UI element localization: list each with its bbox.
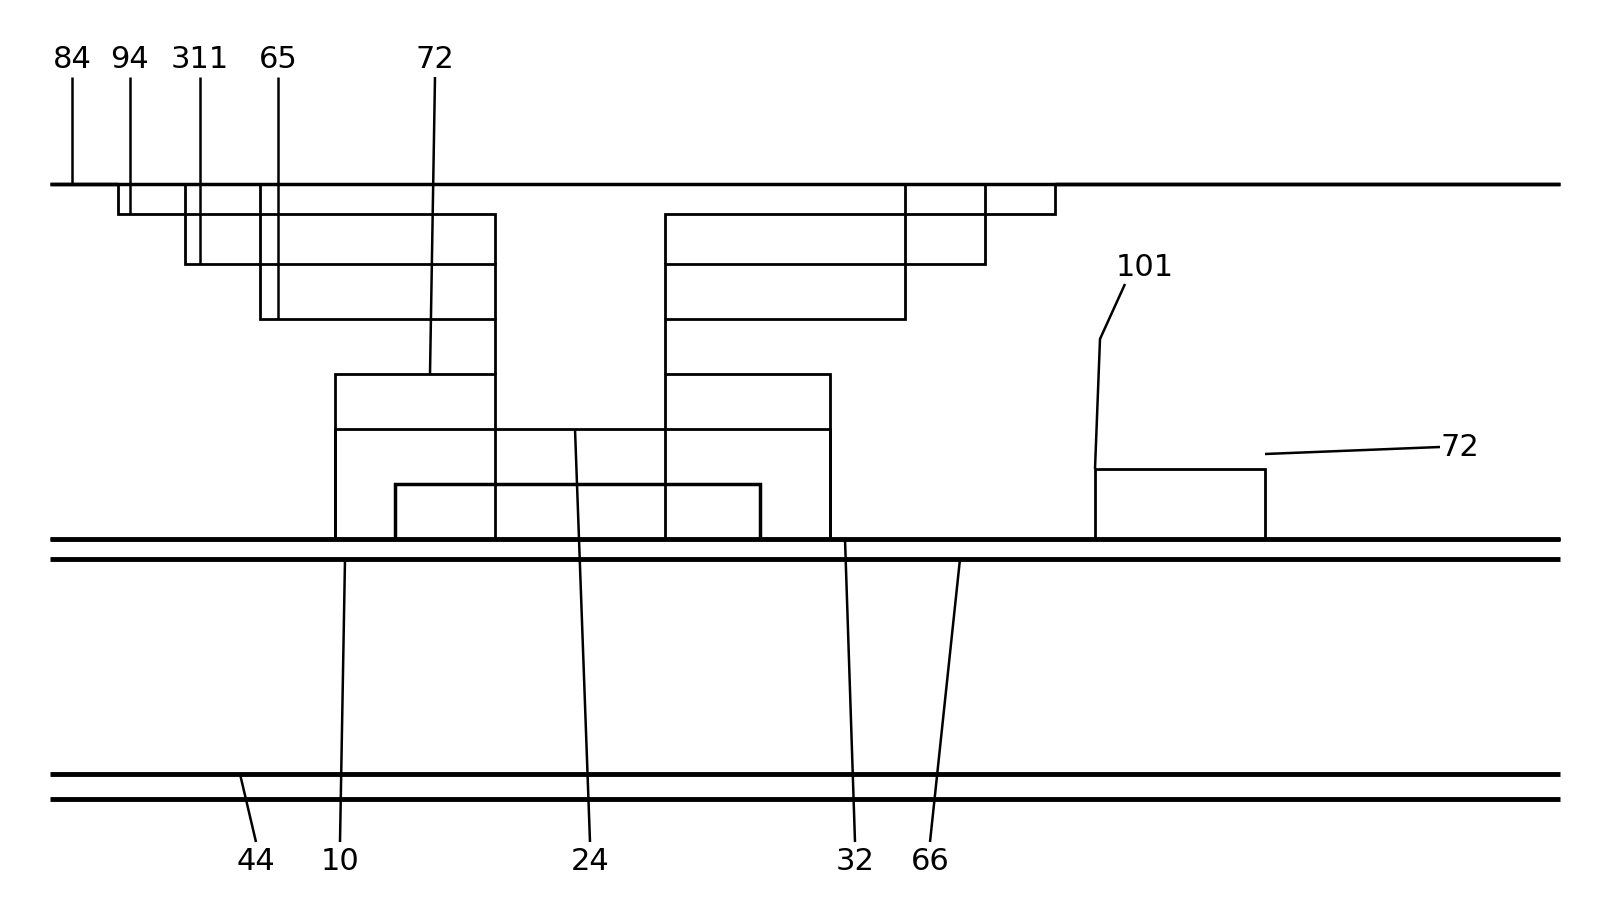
Text: 101: 101 xyxy=(1116,254,1174,282)
Text: 65: 65 xyxy=(258,45,297,74)
Text: 72: 72 xyxy=(1441,433,1480,462)
Text: 311: 311 xyxy=(171,45,229,74)
Text: 94: 94 xyxy=(111,45,150,74)
Text: 44: 44 xyxy=(237,846,276,876)
Text: 10: 10 xyxy=(321,846,359,876)
Text: 84: 84 xyxy=(53,45,92,74)
Text: 72: 72 xyxy=(416,45,455,74)
Text: 66: 66 xyxy=(911,846,949,876)
Text: 32: 32 xyxy=(835,846,874,876)
Text: 24: 24 xyxy=(571,846,609,876)
